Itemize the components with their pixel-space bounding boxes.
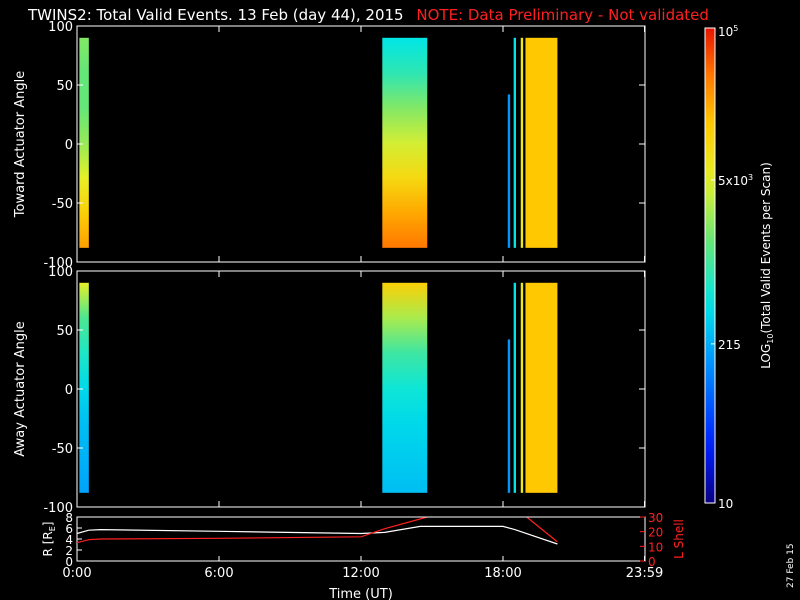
data-band-4 [520,37,524,248]
data-band-4 [520,282,524,493]
clip-mask [77,511,645,517]
colorbar-tick-label: 105 [718,24,738,39]
ytick-label: 50 [56,79,73,94]
panel-frame-1 [76,270,646,508]
colorbar-tick-label: 5x103 [718,173,753,188]
data-band-2 [507,339,511,493]
data-band-1 [382,282,428,493]
date-stamp: 27 Feb 15 [786,543,796,588]
ytick-label: 0 [65,383,73,398]
x-axis-label: Time (UT) [328,587,393,600]
ytick-label: 2 [65,544,73,558]
y-axis-label: Toward Actuator Angle [13,71,28,218]
y2tick-label: 10 [648,540,663,554]
data-band-3 [513,282,517,493]
toward-actuator-panel: 100 50 0 -50 -100 Toward Actuator Angle [13,20,646,271]
data-band-3 [513,37,517,248]
preliminary-note: NOTE: Data Preliminary - Not validated [416,6,709,24]
data-band-2 [507,94,511,248]
series-line-2 [526,516,558,543]
xtick-label: 0:00 [62,566,91,581]
y-axis-label: Away Actuator Angle [13,321,28,456]
ytick-label: 100 [48,20,73,35]
ytick-label: -50 [52,442,73,457]
colorbar: 10 215 5x103 105 LOG10(Total Valid Events pe… [704,24,775,511]
ytick-label: 4 [65,533,73,547]
xtick-label: 18:00 [484,566,521,581]
ytick-label: 0 [65,138,73,153]
colorbar-label: LOG10(Total Valid Events per Scan) [759,162,775,369]
series-line-0 [76,525,558,545]
y2tick-label: 30 [648,511,663,525]
ytick-label: -50 [52,197,73,212]
data-band-0 [79,37,89,248]
ytick-label: -100 [43,256,73,271]
colorbar-gradient [704,27,716,504]
y2tick-label: 20 [648,526,663,540]
chart-title: TWINS2: Total Valid Events. 13 Feb (day … [28,6,709,24]
xtick-label: 6:00 [204,566,233,581]
away-actuator-panel: 100 50 0 -50 -100 Away Actuator Angle [13,265,646,516]
colorbar-tick-label: 10 [718,497,733,511]
data-band-5 [525,37,558,248]
ytick-label: 50 [56,324,73,339]
ytick-label: 0 [65,555,73,569]
data-band-1 [382,37,428,248]
data-band-0 [79,282,89,493]
series-line-1 [76,516,428,544]
ytick-label: 100 [48,265,73,280]
xtick-label: 23:59 [626,566,663,581]
xtick-label: 12:00 [342,566,379,581]
title-text: TWINS2: Total Valid Events. 13 Feb (day … [28,6,404,24]
data-band-5 [525,282,558,493]
ytick-label: 8 [65,511,73,525]
y-axis-label: R [RE] [41,522,57,557]
panel-frame-0 [76,25,646,263]
y2-axis-label: L Shell [672,519,686,559]
y2tick-label: 0 [648,555,656,569]
ytick-label: 6 [65,522,73,536]
colorbar-tick-label: 215 [718,338,741,352]
ytick-label: -100 [43,501,73,516]
